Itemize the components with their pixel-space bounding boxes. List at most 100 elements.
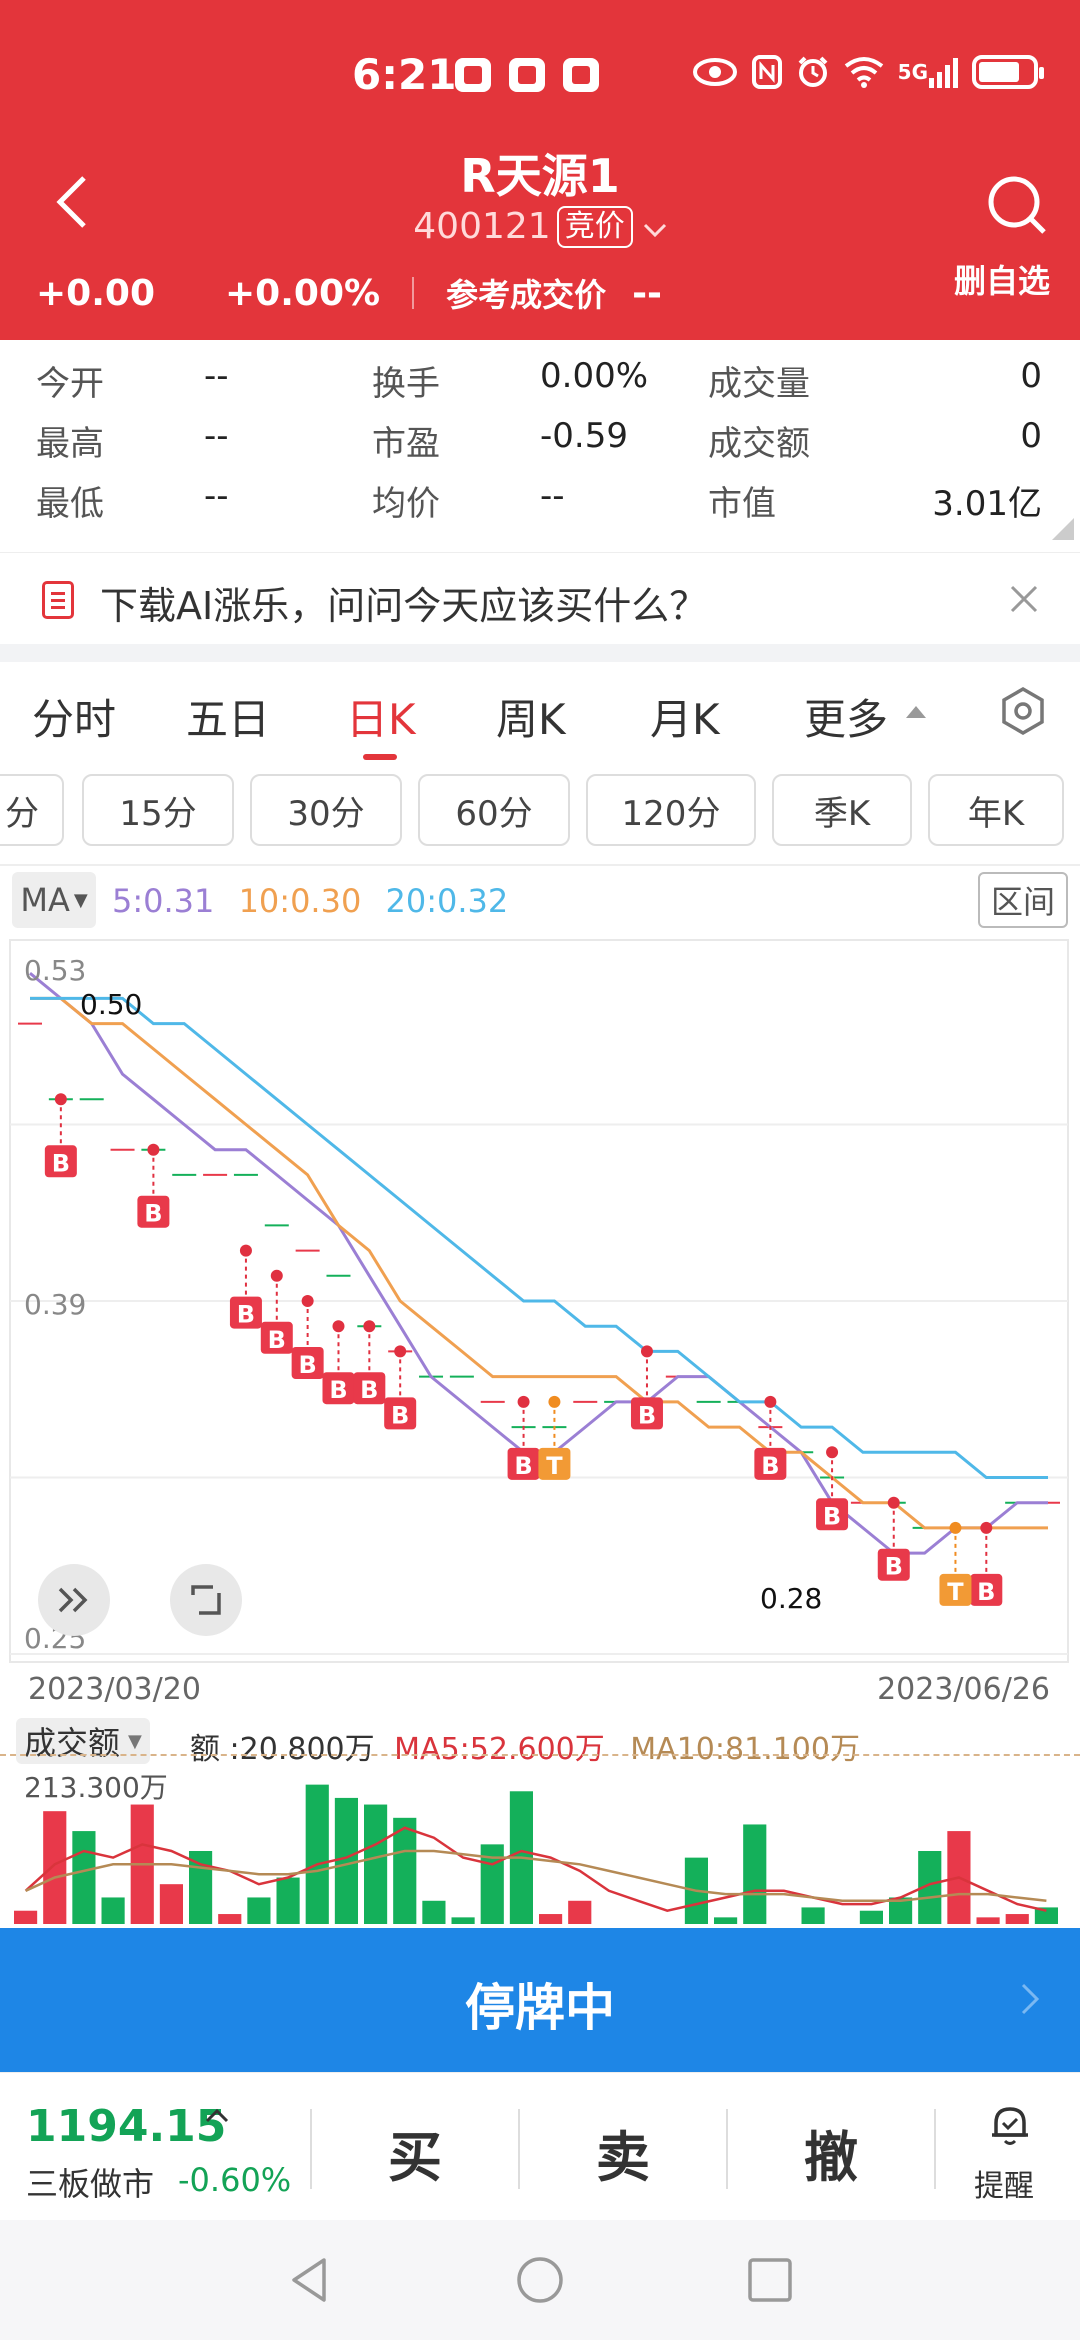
quote-value: 0.00% <box>540 356 649 396</box>
y-tick-label: 0.53 <box>24 954 86 987</box>
quote-label: 今开 <box>36 364 104 404</box>
tab-five-day[interactable]: 五日 <box>186 695 271 744</box>
volume-ma-lines <box>24 1826 1047 1912</box>
tab-intraday[interactable]: 分时 <box>32 695 117 744</box>
buy-button[interactable]: 买 <box>388 2126 442 2189</box>
volume-ma10-line <box>25 1849 1047 1903</box>
tab-daily-k[interactable]: 日K <box>346 695 416 744</box>
active-tab-indicator <box>363 754 397 760</box>
volume-bar <box>1005 1914 1029 1924</box>
tab-weekly-k[interactable]: 周K <box>496 695 566 744</box>
5g-signal-icon: 5G <box>898 52 958 92</box>
cancel-order-button[interactable]: 撤 <box>804 2126 858 2189</box>
volume-max-label: 213.300万 <box>24 1771 168 1804</box>
double-chevron-right-icon <box>58 1587 88 1613</box>
volume-bar <box>422 1900 446 1924</box>
buy-signal-label: B <box>237 1301 255 1329</box>
buy-signal-label: B <box>638 1401 656 1429</box>
volume-bar <box>393 1817 417 1924</box>
subtab-yearly[interactable]: 年K <box>928 774 1064 846</box>
index-pct: -0.60% <box>178 2161 292 2199</box>
volume-bar <box>714 1917 738 1924</box>
subtab-30m[interactable]: 30分 <box>250 774 402 846</box>
volume-ma5: MA5:52.600万 <box>394 1732 605 1767</box>
nav-recents-icon[interactable] <box>744 2254 796 2306</box>
volume-header: 成交额 ▼ 额 :20.800万 MA5:52.600万 MA10:81.100万 <box>0 1716 1080 1767</box>
buy-signal-marker <box>877 1548 910 1581</box>
buy-signal-marker <box>970 1573 1003 1606</box>
quote-grid[interactable]: 今开 -- 换手 0.00% 成交量 0 最高 -- 市盈 -0.59 成交额 … <box>0 340 1080 550</box>
indicator-select[interactable]: MA ▼ <box>12 872 96 928</box>
ai-banner[interactable]: 下载AI涨乐，问问今天应该买什么？ <box>0 552 1080 644</box>
signal-dot <box>517 1395 530 1408</box>
buy-signal-label: B <box>761 1452 779 1480</box>
tab-more[interactable]: 更多 <box>804 695 889 744</box>
stock-name: R天源1 <box>460 149 620 203</box>
ma-line-20 <box>30 996 1048 1479</box>
volume-bar <box>276 1877 300 1924</box>
volume-bar <box>364 1804 388 1924</box>
nav-home-icon[interactable] <box>514 2254 566 2306</box>
volume-bar <box>480 1844 504 1924</box>
volume-indicator-select[interactable]: 成交额 ▼ <box>16 1718 150 1764</box>
volume-info: 额 :20.800万 MA5:52.600万 MA10:81.100万 <box>190 1724 860 1768</box>
close-icon[interactable] <box>1006 581 1042 617</box>
fullscreen-icon <box>191 1585 221 1615</box>
volume-dash-line <box>0 1754 1080 1756</box>
volume-bars <box>14 1784 1058 1924</box>
nav-back-icon[interactable] <box>284 2254 336 2306</box>
subtab-minute[interactable]: 分 <box>0 774 64 846</box>
t-signal-label: T <box>546 1452 563 1480</box>
stock-header: 6:21 5G R天源1 400121 竞价 删自选 +0.00 <box>0 0 1080 340</box>
expand-corner-icon[interactable] <box>1052 518 1074 540</box>
period-tabs: 分时 五日 日K 周K 月K 更多 <box>0 662 1080 762</box>
t-signal-label: T <box>947 1578 964 1606</box>
volume-bar <box>859 1910 883 1924</box>
range-button[interactable]: 区间 <box>978 872 1068 928</box>
volume-bar <box>305 1784 329 1924</box>
chevron-up-icon <box>205 2108 229 2123</box>
quote-label: 成交额 <box>708 424 810 464</box>
trading-halted-bar[interactable]: 停牌中 <box>0 1928 1080 2072</box>
delete-watchlist-button[interactable]: 删自选 <box>953 262 1050 300</box>
status-app-icons <box>455 58 599 92</box>
subtab-60m[interactable]: 60分 <box>418 774 570 846</box>
signal-dot <box>980 1521 993 1534</box>
quote-label: 市盈 <box>372 424 440 464</box>
volume-bar <box>889 1897 913 1924</box>
volume-bar <box>976 1917 1000 1924</box>
alert-label[interactable]: 提醒 <box>974 2169 1034 2204</box>
signal-dot <box>949 1521 962 1534</box>
volume-ma5-line <box>24 1826 1047 1912</box>
network-label: 5G <box>897 60 928 84</box>
signal-dot <box>147 1143 160 1156</box>
stock-code-line[interactable]: 400121 竞价 <box>0 206 1080 248</box>
buy-signal-label: B <box>144 1200 162 1228</box>
signal-dot <box>54 1093 67 1106</box>
buy-signal-label: B <box>360 1376 378 1404</box>
expand-left-button[interactable] <box>38 1564 110 1636</box>
sell-button[interactable]: 卖 <box>596 2126 650 2189</box>
search-icon[interactable] <box>984 172 1050 238</box>
volume-chart[interactable] <box>0 1764 1080 1928</box>
quote-label: 均价 <box>372 484 440 524</box>
price-change: +0.00 <box>36 272 155 314</box>
divider <box>934 2109 936 2189</box>
settings-hexagon-icon[interactable] <box>998 686 1048 736</box>
tab-monthly-k[interactable]: 月K <box>650 695 720 744</box>
volume-bar <box>801 1907 825 1924</box>
volume-bar <box>743 1824 767 1924</box>
fullscreen-button[interactable] <box>170 1564 242 1636</box>
volume-bar <box>43 1811 67 1924</box>
buy-signal-marker <box>137 1195 170 1228</box>
ma5-value: 5:0.31 <box>112 882 215 920</box>
back-button[interactable] <box>50 172 94 232</box>
buy-signal-label: B <box>514 1452 532 1480</box>
bell-icon[interactable] <box>986 2101 1034 2149</box>
ai-banner-text: 下载AI涨乐，问问今天应该买什么？ <box>100 584 708 628</box>
ma-values: 5:0.31 10:0.30 20:0.32 <box>112 882 522 920</box>
subtab-120m[interactable]: 120分 <box>586 774 756 846</box>
subtab-quarterly[interactable]: 季K <box>772 774 912 846</box>
subtab-15m[interactable]: 15分 <box>82 774 234 846</box>
